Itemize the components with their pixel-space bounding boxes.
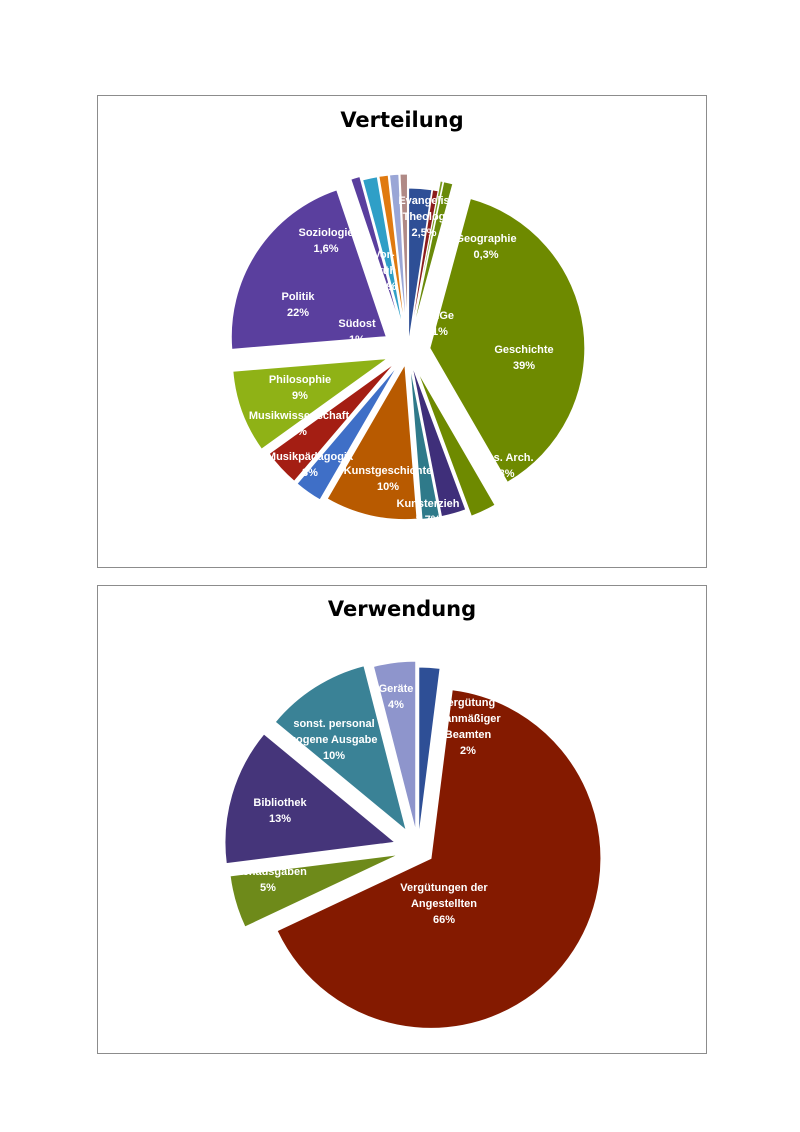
pie-slice [411, 181, 454, 334]
pie-verteilung: Evangelis Theolog 2,5% Geographie 0,3% WIGe 1%… [230, 173, 586, 526]
slice-label: Vergütung planmäßiger Beamten 2% [435, 697, 501, 757]
slice-label: Geräte 4% [379, 683, 414, 711]
slice-label: Vergütungen der Angestellten 66% [400, 882, 488, 926]
pie-slice [230, 189, 387, 350]
slice-label: Bibliothek 13% [253, 797, 307, 825]
slice-label: Südost 1% [338, 318, 376, 346]
slice-label: Klass. Arch. 2,8% [470, 452, 533, 480]
pie-slice [409, 364, 441, 520]
slice-label: sonst. personal zogene Ausgabe 10% [291, 718, 378, 762]
pie-slice [372, 660, 417, 832]
pie-slice [411, 364, 467, 518]
pie-slice [411, 180, 444, 334]
slice-label: Vor-Früh 1,4% [371, 249, 396, 293]
pie-slice [378, 174, 406, 330]
slice-label: Soziologie 1,6% [299, 227, 354, 255]
pie-slice [418, 666, 441, 838]
chart-title: Verwendung [327, 597, 477, 621]
chart-verteilung: Verteilung Evangelis Theolog 2,5% Geographi… [97, 95, 707, 568]
pie-slice [232, 357, 390, 450]
pie-slice [268, 362, 396, 482]
pie-slice [350, 175, 401, 327]
slice-label: Philosophie 9% [269, 374, 331, 402]
slice-label: Kunsterzieh 2,7% [397, 498, 460, 526]
chart-title: Verteilung [340, 108, 464, 132]
pie-slice [362, 176, 404, 330]
slice-label: Kunstgeschichte 10% [344, 465, 433, 493]
pie-slice [388, 173, 407, 330]
pie-slice [224, 733, 397, 865]
pie-slice [408, 187, 433, 344]
pie-slice [276, 689, 602, 1029]
chart-verwendung: Verwendung Vergütung planmäßiger Beamten 2%… [97, 585, 707, 1054]
slice-label: Musikwissenschaft 4% [249, 410, 350, 438]
pie-slice [416, 370, 496, 517]
pie-slice [229, 854, 400, 928]
slice-label: Geographie 0,3% [455, 233, 516, 261]
pie-slice [429, 197, 586, 483]
pie-slice [326, 363, 418, 521]
pie-slice [274, 665, 408, 832]
slice-label: Politik 22% [281, 291, 315, 319]
pie-slice [296, 365, 399, 501]
pie-slice [399, 173, 408, 330]
slice-label: WIGe 1% [426, 310, 454, 338]
slice-label: Sachausgaben 5% [229, 866, 307, 894]
pie-verwendung: Vergütung planmäßiger Beamten 2% Vergütungen… [224, 660, 602, 1029]
slice-label: Musikpädagogik 3% [267, 451, 354, 479]
slice-label: Geschichte 39% [494, 344, 553, 372]
slice-label: Evangelis Theolog 2,5% [398, 195, 449, 239]
